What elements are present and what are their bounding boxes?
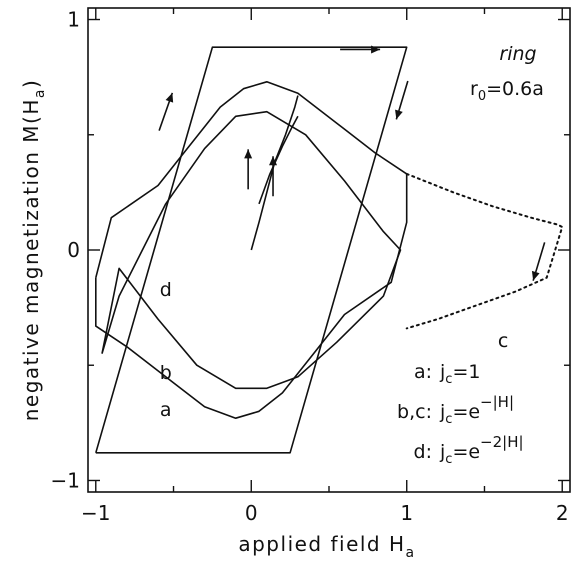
x-tick-label: 1: [400, 501, 413, 525]
curve-d: [101, 110, 402, 390]
arrow-up: [269, 156, 278, 197]
hysteresis-curves: [95, 46, 564, 454]
legend-key: b,c:: [397, 401, 432, 423]
arrow-down-left: [531, 242, 546, 281]
arrow-up-right: [158, 92, 174, 131]
arrow-up: [244, 149, 253, 190]
curve-c: [405, 172, 564, 330]
y-tick-label: 0: [67, 238, 80, 262]
direction-arrows: [158, 45, 546, 281]
legend: a: jc=1 b,c: jc=e−|H| d: jc=e−2|H|: [397, 361, 524, 467]
curve-labels: ab d c: [160, 279, 509, 421]
y-axis-label: negative magnetization M(Ha): [19, 79, 48, 422]
legend-formula: jc=e−2|H|: [439, 433, 524, 467]
axis-ticks: [88, 8, 570, 492]
curve-label-b: b: [160, 362, 172, 384]
curve-b: [95, 81, 408, 419]
ring-radius-label: r0=0.6a: [470, 78, 544, 104]
curve-virgin: [250, 95, 299, 251]
curve-a: [95, 46, 408, 454]
arrow-right: [340, 45, 381, 54]
arrow-down-left: [395, 80, 409, 120]
legend-key: d:: [414, 441, 432, 463]
legend-key: a:: [414, 361, 432, 383]
y-tick-label: 1: [67, 8, 80, 32]
y-tick-label: −1: [51, 468, 80, 492]
curve-label-c: c: [498, 330, 508, 352]
curve-virgin2: [258, 115, 299, 205]
curve-label-d: d: [160, 279, 172, 301]
x-tick-label: 2: [556, 501, 569, 525]
curve-label-a: a: [160, 399, 172, 421]
x-axis-label: applied field Ha: [238, 532, 415, 561]
x-tick-label: −1: [81, 501, 110, 525]
legend-formula: jc=e−|H|: [439, 393, 514, 427]
ring-label: ring: [499, 43, 536, 65]
tick-labels: −1 0 1 2 −1 0 1: [51, 8, 569, 525]
x-tick-label: 0: [245, 501, 258, 525]
legend-formula: jc=1: [439, 361, 480, 387]
